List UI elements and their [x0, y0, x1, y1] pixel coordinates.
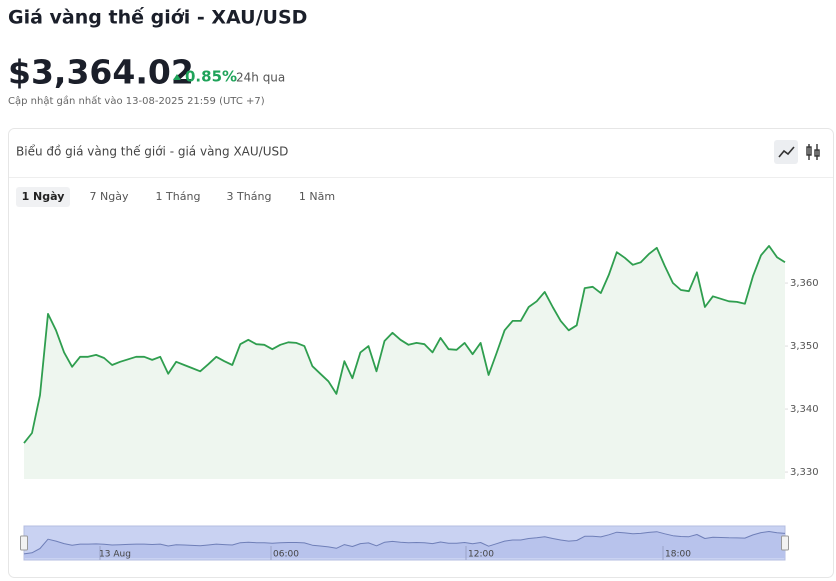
- nav-handle[interactable]: [20, 535, 28, 551]
- y-tick-label: 3,360: [790, 278, 819, 289]
- tab[interactable]: 1 Năm: [299, 190, 335, 203]
- line: [23, 531, 786, 555]
- card-title: Biểu đồ giá vàng thế giới - giá vàng XAU…: [16, 145, 288, 159]
- y-tick-label: 3,350: [790, 341, 819, 352]
- page-title: Giá vàng thế giới - XAU/USD: [8, 6, 307, 29]
- area: [24, 531, 785, 558]
- tab[interactable]: 7 Ngày: [90, 190, 129, 203]
- nav-handle[interactable]: [781, 535, 789, 551]
- candle-mode-button[interactable]: [806, 144, 820, 160]
- change: 0.85%: [185, 68, 237, 86]
- nav-label: 12:00: [468, 550, 494, 560]
- line-icon: [778, 146, 795, 158]
- tab-selected-bg: [16, 187, 70, 207]
- line: [23, 245, 786, 444]
- period: 24h qua: [236, 71, 285, 85]
- tab[interactable]: 1 Tháng: [156, 190, 201, 203]
- up-arrow: [173, 74, 181, 80]
- nav-label: 18:00: [665, 550, 691, 560]
- tab[interactable]: 3 Tháng: [227, 190, 272, 203]
- nav-label: 06:00: [273, 550, 299, 560]
- area: [24, 245, 785, 479]
- nav-label: 13 Aug: [99, 550, 131, 560]
- price: $3,364.02: [8, 53, 194, 92]
- tab[interactable]: 1 Ngày: [22, 190, 65, 203]
- y-tick-label: 3,330: [790, 467, 819, 478]
- y-tick-label: 3,340: [790, 404, 819, 415]
- updated: Cập nhật gần nhất vào 13-08-2025 21:59 (…: [8, 95, 265, 107]
